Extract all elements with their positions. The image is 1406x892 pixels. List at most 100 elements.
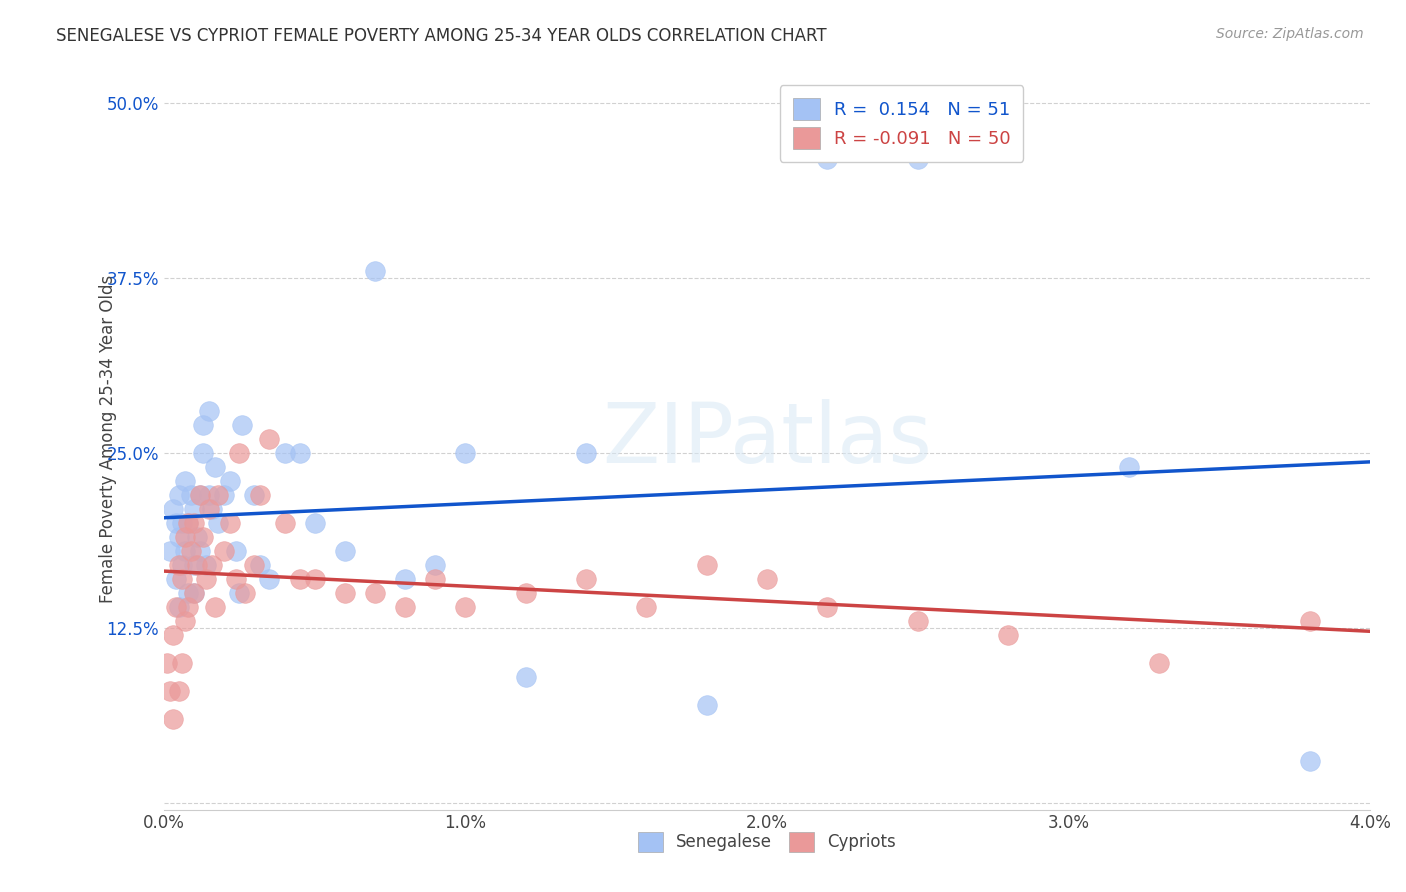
Point [167,599,190,614]
Point [228,586,250,600]
Point [177,586,200,600]
Point [198,488,221,502]
Point [162,712,184,726]
Point [201,502,224,516]
Point [188,488,211,502]
Point [225,544,247,558]
Point [174,474,197,488]
Point [180,544,202,558]
Point [259,572,281,586]
Point [233,586,256,600]
Point [165,572,187,586]
Point [183,586,205,600]
Text: Source: ZipAtlas.com: Source: ZipAtlas.com [1216,27,1364,41]
Point [191,418,214,433]
Point [177,516,200,530]
Point [1147,656,1170,670]
Point [212,488,235,502]
Point [195,558,218,572]
Point [756,572,779,586]
Point [636,599,658,614]
Point [907,614,929,628]
Point [454,446,477,460]
Point [174,544,197,558]
Point [243,558,266,572]
Point [165,516,187,530]
Point [167,683,190,698]
Point [231,418,253,433]
Point [333,544,356,558]
Point [815,599,838,614]
Y-axis label: Female Poverty Among 25-34 Year Olds: Female Poverty Among 25-34 Year Olds [100,275,117,603]
Point [204,599,226,614]
Point [907,153,929,167]
Point [815,153,838,167]
Point [228,446,250,460]
Point [162,628,184,642]
Point [177,599,200,614]
Point [273,516,295,530]
Point [304,516,326,530]
Point [288,446,311,460]
Point [225,572,247,586]
Point [249,558,271,572]
Point [186,530,208,544]
Point [1299,754,1322,768]
Point [575,572,598,586]
Point [170,656,193,670]
Point [249,488,271,502]
Point [180,488,202,502]
Point [1299,614,1322,628]
Point [191,530,214,544]
Point [364,264,387,278]
Point [186,558,208,572]
Point [575,446,598,460]
Point [183,558,205,572]
Point [212,544,235,558]
Point [159,683,181,698]
Point [174,614,197,628]
Point [696,698,718,712]
Point [304,572,326,586]
Point [167,488,190,502]
Point [191,446,214,460]
Point [364,586,387,600]
Point [243,488,266,502]
Legend: R =  0.154   N = 51, R = -0.091   N = 50: R = 0.154 N = 51, R = -0.091 N = 50 [780,85,1024,161]
Point [183,516,205,530]
Point [156,656,179,670]
Text: ZIPatlas: ZIPatlas [602,399,932,480]
Point [515,670,537,684]
Point [425,572,447,586]
Point [162,502,184,516]
Point [201,558,224,572]
Point [219,516,242,530]
Point [425,558,447,572]
Point [515,586,537,600]
Point [273,446,295,460]
Point [195,572,218,586]
Point [259,432,281,446]
Point [288,572,311,586]
Point [167,558,190,572]
Point [204,460,226,475]
Point [394,599,416,614]
Point [167,530,190,544]
Point [170,516,193,530]
Point [333,586,356,600]
Point [1118,460,1140,475]
Point [165,599,187,614]
Point [207,488,229,502]
Point [174,530,197,544]
Point [188,544,211,558]
Point [177,516,200,530]
Point [219,474,242,488]
Point [454,599,477,614]
Point [207,516,229,530]
Point [183,586,205,600]
Point [198,404,221,418]
Point [170,572,193,586]
Text: SENEGALESE VS CYPRIOT FEMALE POVERTY AMONG 25-34 YEAR OLDS CORRELATION CHART: SENEGALESE VS CYPRIOT FEMALE POVERTY AMO… [56,27,827,45]
Point [170,558,193,572]
Point [188,488,211,502]
